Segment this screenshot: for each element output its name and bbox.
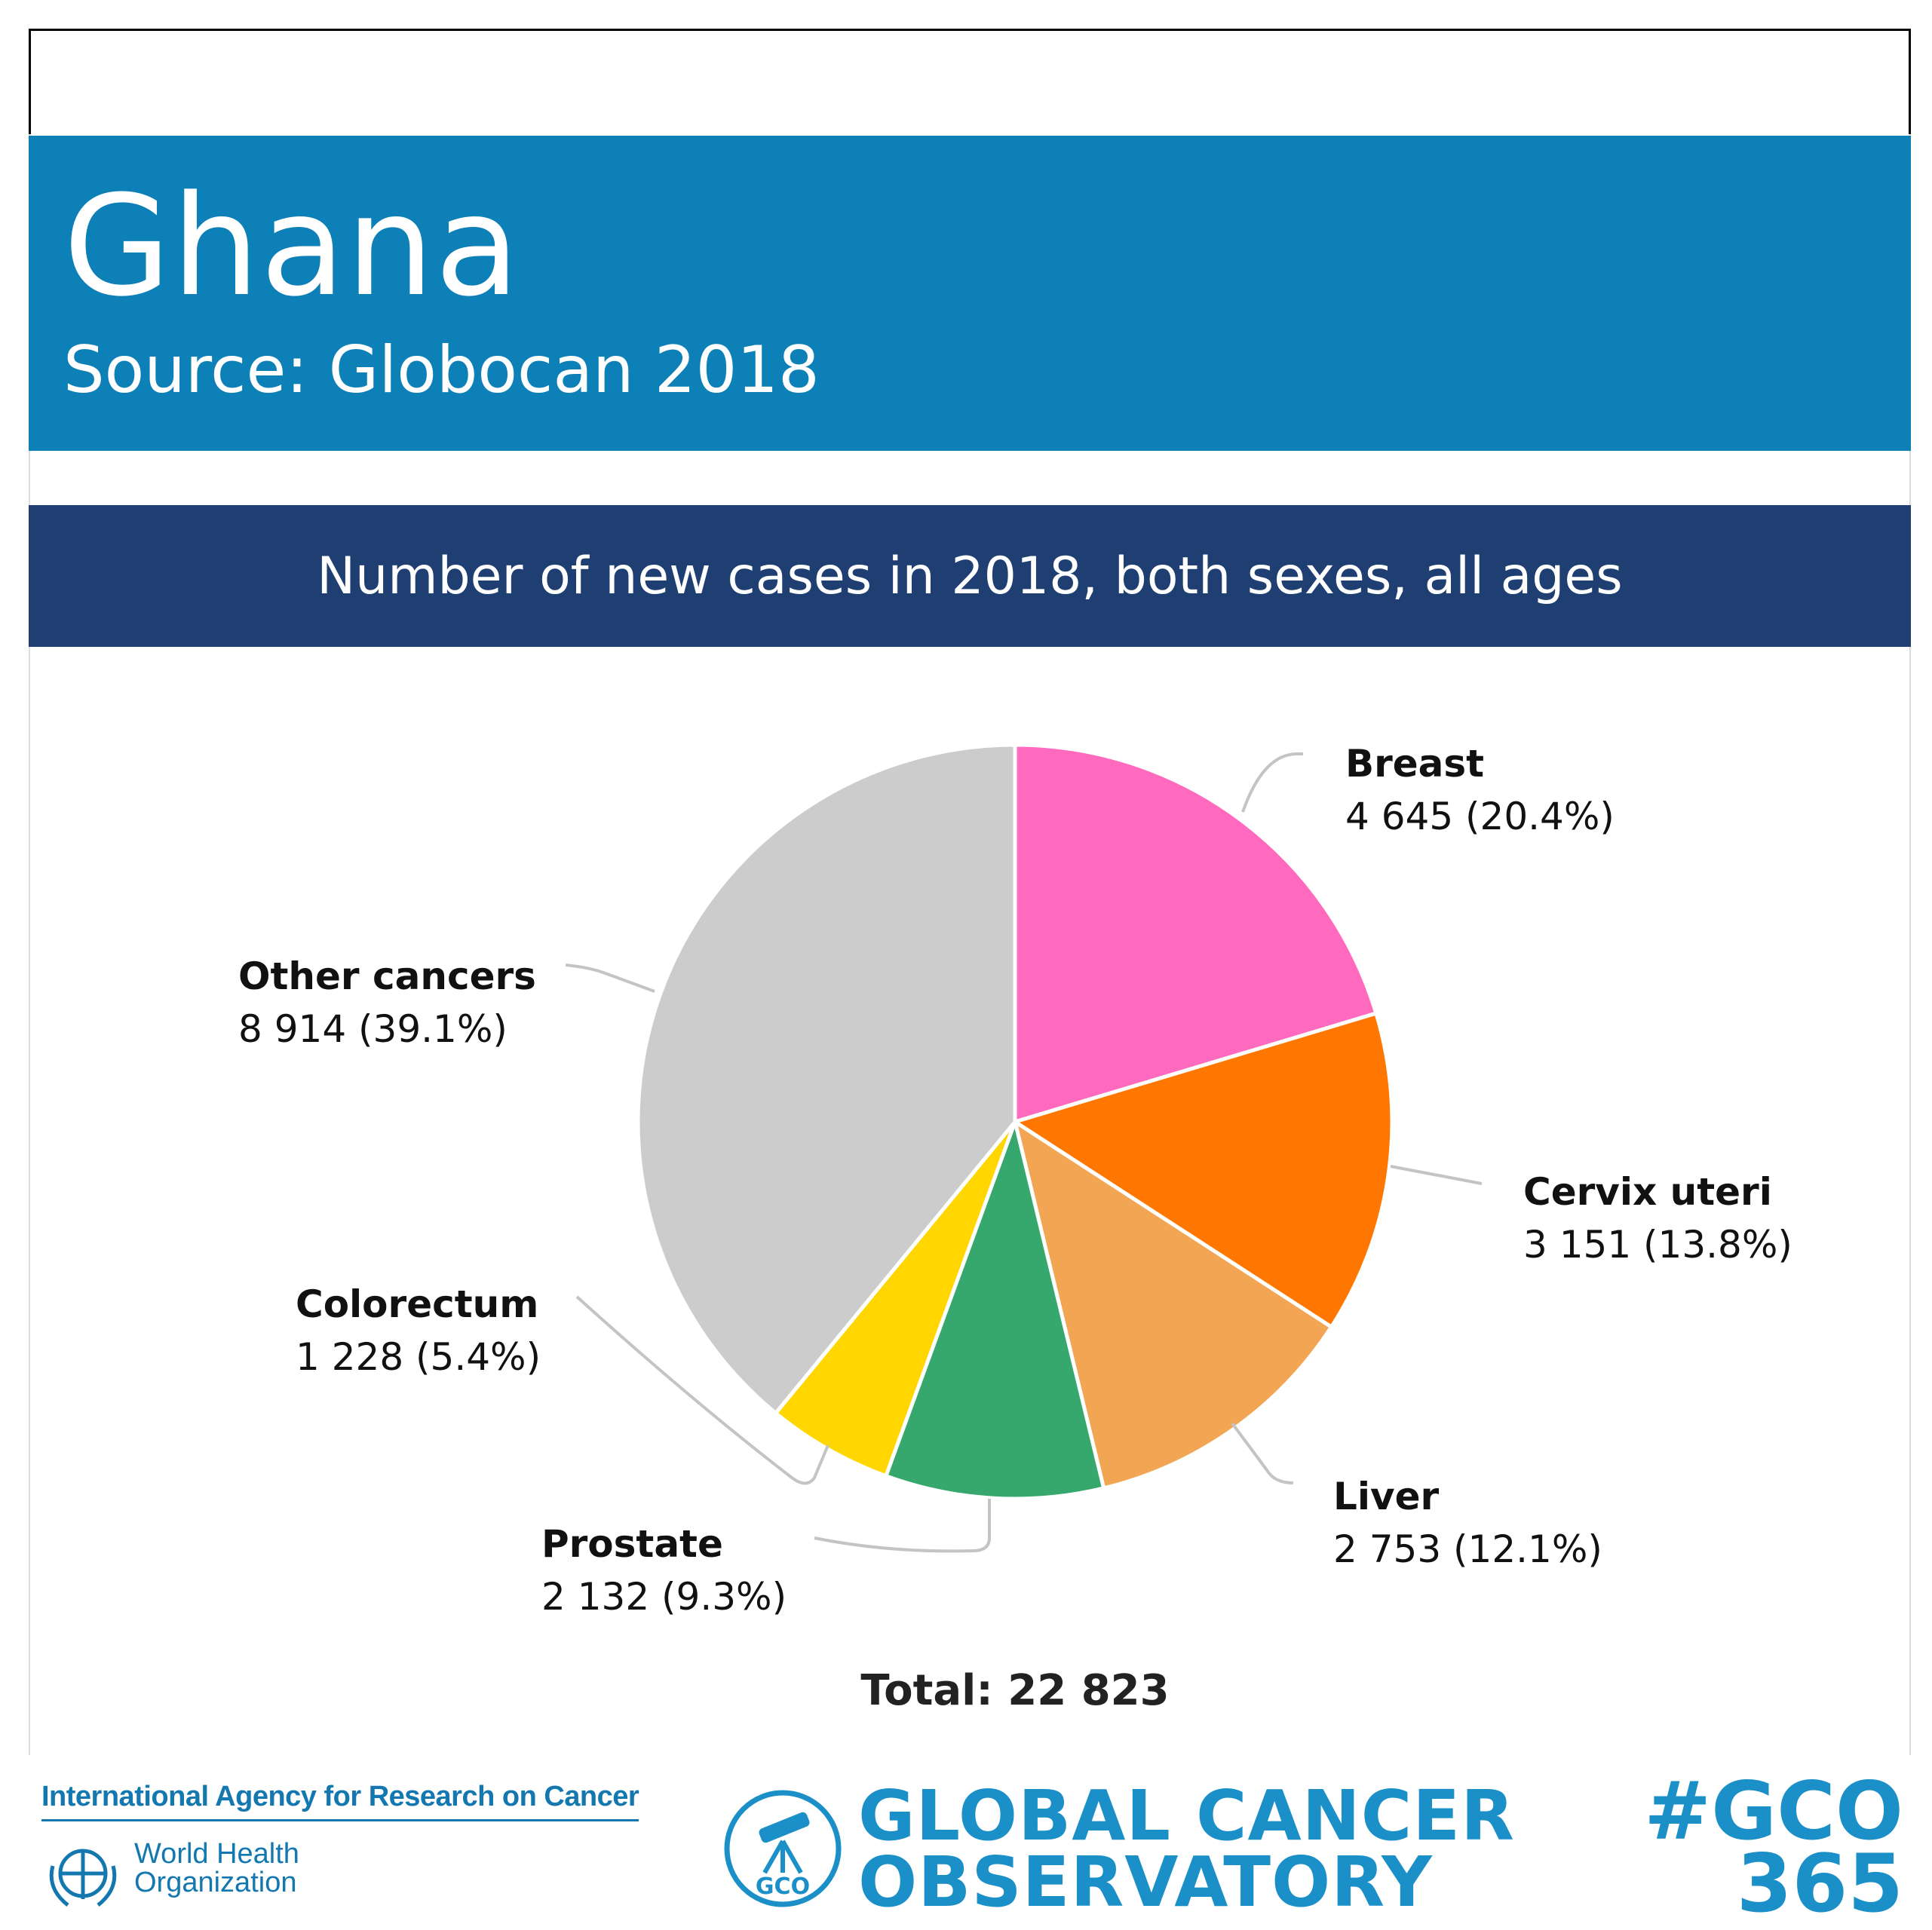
leader-line-liver [1231, 1422, 1294, 1484]
slice-value-breast: 4 645 (20.4%) [1345, 795, 1615, 838]
country-header: Ghana Source: Globocan 2018 [29, 136, 1911, 451]
slice-value-colorectum: 1 228 (5.4%) [296, 1335, 541, 1379]
who-line-2: Organization [134, 1867, 297, 1898]
hashtag: #GCO 365 [1644, 1765, 1903, 1930]
hashtag-line-2: 365 [1736, 1837, 1903, 1930]
pie-chart: Breast 4 645 (20.4%) Cervix uteri 3 151 (13… [238, 742, 1792, 1619]
who-name: World Health Organization [134, 1840, 299, 1897]
source-text: Source: Globocan 2018 [63, 332, 820, 408]
gco-title-line-2: OBSERVATORY [858, 1842, 1433, 1922]
slice-colorectum [774, 1120, 1017, 1478]
content-frame [29, 134, 1911, 1755]
leader-line-breast [1241, 752, 1303, 813]
gco-title: GLOBAL CANCER OBSERVATORY [858, 1775, 1515, 1922]
leader-line-colorectum [575, 1295, 830, 1485]
who-emblem-icon [49, 1849, 117, 1907]
gco-badge-text: GCO [756, 1873, 810, 1900]
slice-name-breast: Breast [1345, 742, 1484, 786]
top-frame [29, 29, 1911, 134]
slice-name-liver: Liver [1333, 1475, 1440, 1518]
leader-line-cervix-uteri [1390, 1165, 1483, 1185]
slice-value-prostate: 2 132 (9.3%) [541, 1575, 787, 1619]
slice-name-prostate: Prostate [541, 1522, 723, 1566]
slice-cervix-uteri [1013, 1011, 1394, 1329]
slice-value-liver: 2 753 (12.1%) [1333, 1527, 1602, 1571]
slice-value-other-cancers: 8 914 (39.1%) [238, 1007, 508, 1051]
leader-line-other-cancers [565, 963, 655, 993]
slice-breast [1013, 743, 1378, 1124]
pie-slices [636, 743, 1394, 1501]
hashtag-line-1: #GCO [1644, 1765, 1903, 1858]
slice-prostate [884, 1120, 1106, 1501]
slice-name-colorectum: Colorectum [296, 1282, 538, 1326]
iarc-logo-text: International Agency for Research on Can… [41, 1781, 639, 1821]
slice-labels: Breast 4 645 (20.4%) Cervix uteri 3 151 (13… [238, 742, 1792, 1619]
gco-title-line-1: GLOBAL CANCER [858, 1775, 1515, 1856]
slice-name-other-cancers: Other cancers [238, 954, 536, 998]
slice-other-cancers [636, 743, 1017, 1415]
chart-subtitle: Number of new cases in 2018, both sexes,… [29, 505, 1911, 647]
who-line-1: World Health [134, 1838, 299, 1870]
slice-value-cervix-uteri: 3 151 (13.8%) [1523, 1223, 1792, 1267]
leader-lines [565, 752, 1483, 1553]
slice-liver [1013, 1120, 1333, 1490]
gco-telescope-icon: GCO [724, 1790, 842, 1907]
country-title: Ghana [63, 166, 521, 327]
leader-line-prostate [814, 1499, 991, 1553]
total-label: Total: 22 823 [860, 1666, 1170, 1715]
slice-name-cervix-uteri: Cervix uteri [1523, 1170, 1772, 1214]
